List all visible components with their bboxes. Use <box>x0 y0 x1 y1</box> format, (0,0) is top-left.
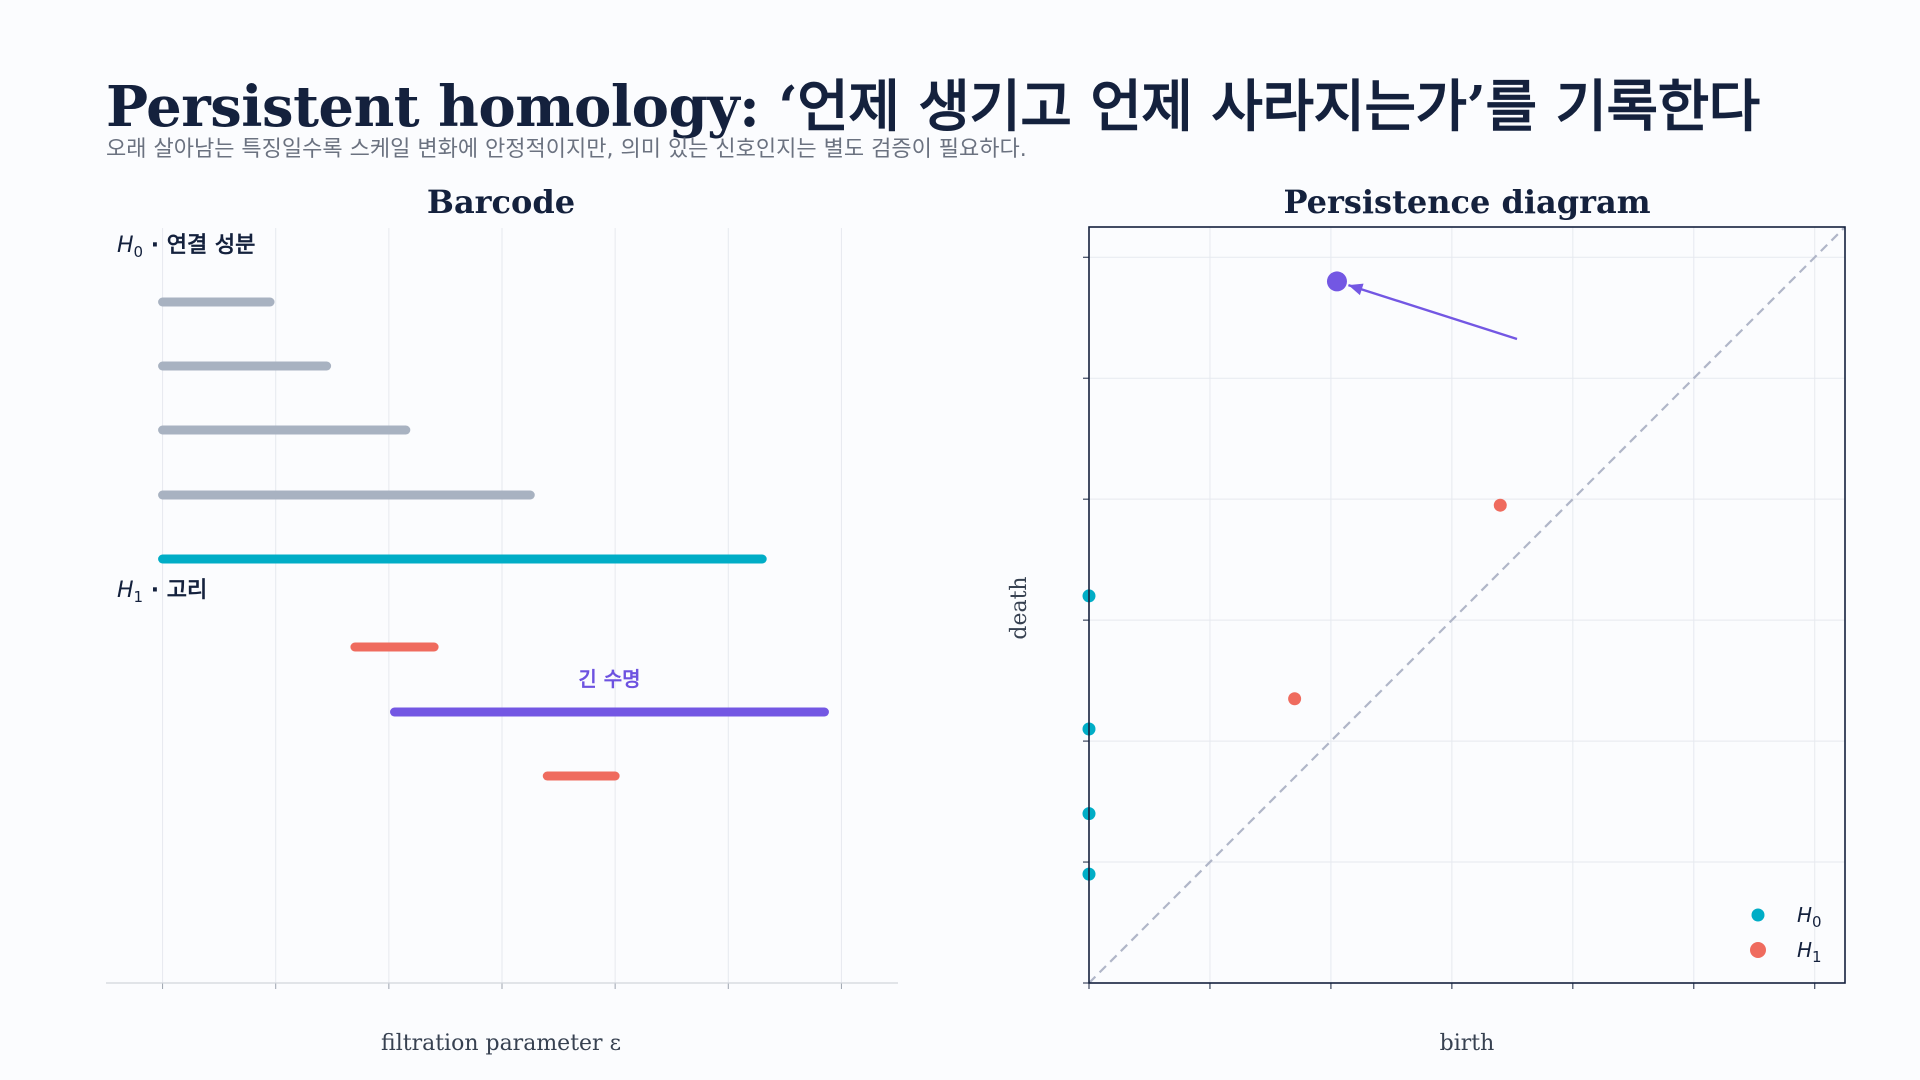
homology-dimension: 1 <box>134 588 144 606</box>
diagonal-line <box>1088 226 1846 984</box>
page-title: Persistent homology: ‘언제 생기고 언제 사라지는가’를 … <box>106 74 1760 140</box>
legend-entry: H1 <box>1797 938 1822 966</box>
diagram-frame <box>1088 226 1846 984</box>
annotation-arrow-line <box>1348 283 1518 341</box>
group-description: · 고리 <box>143 578 207 603</box>
legend-subscript: 1 <box>1812 948 1822 966</box>
persistence-diagram-title: Persistence diagram <box>1283 183 1650 221</box>
legend-symbol: H <box>1797 903 1812 927</box>
barcode-bars <box>158 297 829 781</box>
page-subtitle: 오래 살아남는 특징일수록 스케일 변화에 안정적이지만, 의미 있는 신호인지… <box>106 137 1027 162</box>
legend-marker <box>1751 908 1765 922</box>
barcode-chart: Barcode filtration parameter ε H0 · 연결 성… <box>106 183 898 1056</box>
legend-subscript: 0 <box>1812 913 1822 931</box>
barcode-x-ticks <box>106 982 898 989</box>
group-description: · 연결 성분 <box>143 233 255 258</box>
homology-dimension: 0 <box>134 243 144 261</box>
h1-point <box>1288 692 1302 706</box>
diagram-y-axis-label: death <box>1007 576 1032 639</box>
barcode-title: Barcode <box>427 183 575 221</box>
annotation-arrow-head <box>1348 283 1364 296</box>
barcode-grid <box>162 228 842 983</box>
homology-symbol: H <box>117 233 134 258</box>
legend-marker <box>1750 942 1766 958</box>
barcode-group-label: H1 · 고리 <box>117 578 207 606</box>
persistence-annotation <box>1348 283 1518 341</box>
barcode-x-axis-label: filtration parameter ε <box>381 1031 621 1056</box>
h1-point <box>1493 498 1507 512</box>
diagram-x-axis-label: birth <box>1440 1031 1495 1056</box>
homology-symbol: H <box>117 578 134 603</box>
diagram-ticks <box>1083 256 1816 989</box>
diagram-points <box>1082 271 1507 881</box>
barcode-group-label: H0 · 연결 성분 <box>117 233 255 261</box>
long-lifetime-annotation: 긴 수명 <box>578 667 640 691</box>
legend-symbol: H <box>1797 938 1812 962</box>
highlight-point <box>1326 271 1347 292</box>
legend-entry: H0 <box>1797 903 1822 931</box>
